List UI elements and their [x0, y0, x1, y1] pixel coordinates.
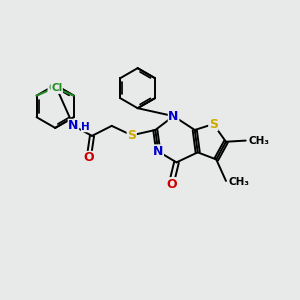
Text: O: O: [83, 152, 94, 164]
Text: Cl: Cl: [51, 83, 62, 93]
Text: O: O: [166, 178, 176, 191]
Text: N: N: [68, 119, 79, 132]
Text: S: S: [127, 129, 136, 142]
Text: Cl: Cl: [48, 83, 59, 93]
Text: N: N: [168, 110, 179, 123]
Text: CH₃: CH₃: [229, 176, 250, 187]
Text: S: S: [209, 118, 218, 130]
Text: N: N: [153, 145, 164, 158]
Text: H: H: [81, 122, 90, 132]
Text: CH₃: CH₃: [249, 136, 270, 146]
